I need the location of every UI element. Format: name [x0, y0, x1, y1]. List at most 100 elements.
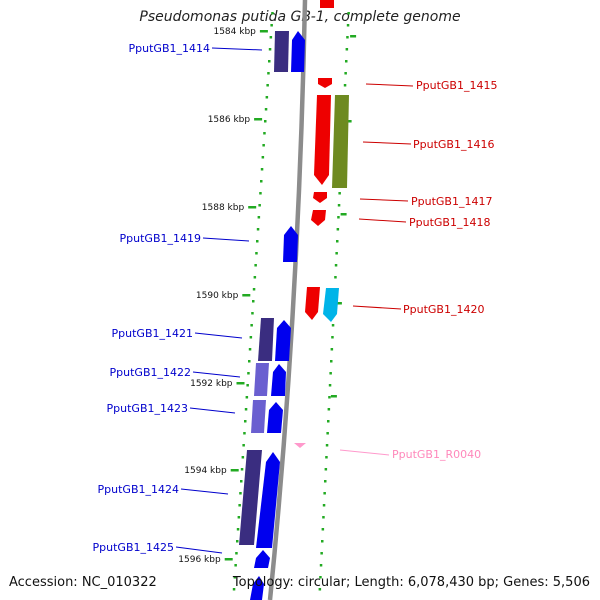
tick-dot	[260, 168, 264, 171]
tick-dot	[336, 240, 339, 243]
tick-dot	[346, 36, 349, 39]
tick-dot	[250, 324, 253, 327]
tick-dot	[259, 192, 262, 195]
tick-dot	[344, 72, 347, 75]
tick-dot	[232, 588, 236, 591]
gene-label-PputGB1_1416[interactable]: PputGB1_1416	[413, 138, 494, 151]
gene-PputGB1_1416-cds-arrow[interactable]	[314, 95, 331, 185]
tick-dot	[271, 12, 274, 15]
gene-label-PputGB1_R0040[interactable]: PputGB1_R0040	[392, 448, 481, 461]
gene-label-PputGB1_1417[interactable]: PputGB1_1417	[411, 195, 492, 208]
tick-dot	[269, 36, 273, 39]
gene-PputGB1_1424-gene-bar[interactable]	[239, 450, 262, 545]
gene-PputGB1_1424-cds-arrow[interactable]	[256, 452, 280, 548]
kbp-tick-label: 1592 kbp	[190, 379, 233, 389]
gene-PputGB1_1421-gene-bar[interactable]	[258, 318, 274, 361]
tick-dot	[323, 492, 326, 495]
tick-dot	[320, 552, 323, 555]
tick-dot	[233, 576, 237, 579]
tick-dot	[330, 360, 333, 363]
gene-label-PputGB1_1414[interactable]: PputGB1_1414	[129, 42, 210, 55]
tick-dot	[236, 528, 240, 531]
gene-label-PputGB1_1420[interactable]: PputGB1_1420	[403, 303, 484, 316]
label-leaders	[175, 47, 414, 554]
gene-PputGB1_1425-cds-arrow[interactable]	[254, 550, 270, 568]
tick-dot	[319, 564, 323, 567]
major-tick	[259, 30, 268, 33]
gene-PputGB1_1419-cds-arrow[interactable]	[283, 226, 298, 262]
major-tick	[224, 558, 233, 561]
minor-tick	[335, 302, 342, 305]
map-title: Pseudomonas putida GB-1, complete genome	[139, 9, 461, 25]
tick-dot	[258, 204, 261, 207]
gene-PputGB1_1415-cds-arrow[interactable]	[318, 78, 332, 88]
kbp-tick-label: 1596 kbp	[178, 555, 221, 565]
gene-PputGB1_1423-gene-bar[interactable]	[251, 400, 266, 433]
tick-dot	[261, 156, 265, 159]
tick-dot	[347, 12, 350, 15]
tick-dot	[338, 192, 341, 195]
gene-PputGB1_1423-cds-arrow[interactable]	[267, 402, 283, 433]
forward-features	[239, 31, 305, 600]
tick-dot	[337, 216, 340, 219]
tick-dot	[345, 48, 349, 51]
tick-dot	[248, 360, 251, 363]
tick-dot	[254, 264, 257, 267]
tick-dot	[260, 180, 263, 183]
gene-label-PputGB1_1421[interactable]: PputGB1_1421	[112, 327, 193, 340]
tick-dot	[324, 468, 328, 471]
tick-dot	[330, 348, 334, 351]
major-tick	[242, 294, 251, 297]
gene-label-PputGB1_1424[interactable]: PputGB1_1424	[98, 483, 179, 496]
tick-dot	[263, 132, 266, 135]
gene-PputGB1_1418-cds-arrow[interactable]	[311, 210, 326, 226]
tick-dot	[236, 540, 239, 543]
minor-tick	[350, 35, 357, 38]
tick-dot	[325, 444, 329, 447]
gene-PputGB1_1420-cds-arrow[interactable]	[305, 287, 320, 320]
gene-PputGB1_R0040-rna-arrow[interactable]	[294, 443, 306, 448]
reverse-features	[294, 0, 349, 448]
gene-label-PputGB1_1423[interactable]: PputGB1_1423	[107, 402, 188, 415]
gene-label-PputGB1_1419[interactable]: PputGB1_1419	[120, 232, 201, 245]
kbp-tick-label: 1594 kbp	[184, 466, 227, 476]
tick-dot	[346, 24, 350, 27]
gene-PputGB1_1422-gene-bar[interactable]	[254, 363, 269, 396]
kbp-tick-label: 1588 kbp	[202, 203, 245, 213]
tick-dot	[324, 480, 327, 483]
tick-dot	[321, 540, 324, 543]
tick-dot	[255, 252, 258, 255]
major-tick	[230, 469, 239, 472]
tick-dot	[256, 240, 259, 243]
gene-PputGB1_1421-cds-arrow[interactable]	[275, 320, 291, 361]
gene-labels: PputGB1_1414 PputGB1_1419 PputGB1_1421 P…	[93, 42, 498, 554]
tick-dot	[331, 324, 335, 327]
tick-dot	[266, 84, 269, 87]
gene-PputGB1_1414-cds-arrow[interactable]	[291, 31, 305, 72]
kbp-tick-label: 1584 kbp	[213, 27, 256, 37]
gene-PputGB1_1422-cds-arrow[interactable]	[271, 364, 286, 396]
tick-dot	[265, 96, 269, 99]
tick-dot	[256, 228, 260, 231]
tick-dot	[336, 228, 340, 231]
tick-dot	[240, 468, 244, 471]
gene-top-fragment[interactable]	[320, 0, 334, 8]
tick-dot	[249, 336, 253, 339]
gene-PputGB1_1414-gene-bar[interactable]	[274, 31, 289, 72]
gene-PputGB1_1420-other-bar[interactable]	[323, 288, 339, 322]
tick-dot	[245, 396, 249, 399]
gene-label-PputGB1_1415[interactable]: PputGB1_1415	[416, 79, 497, 92]
gene-label-PputGB1_1418[interactable]: PputGB1_1418	[409, 216, 490, 229]
tick-dot	[253, 276, 257, 279]
gene-next-cds-arrow[interactable]	[250, 576, 264, 600]
gene-PputGB1_1417-cds-arrow[interactable]	[313, 192, 327, 203]
kbp-tick-label: 1586 kbp	[208, 115, 251, 125]
gene-label-PputGB1_1425[interactable]: PputGB1_1425	[93, 541, 174, 554]
tick-dot	[257, 216, 261, 219]
gene-PputGB1_1416-gene-bar[interactable]	[332, 95, 349, 188]
gene-label-PputGB1_1422[interactable]: PputGB1_1422	[110, 366, 191, 379]
tick-dot	[328, 396, 331, 399]
tick-dot	[239, 492, 242, 495]
tick-dot	[267, 72, 270, 75]
tick-dot	[244, 420, 247, 423]
